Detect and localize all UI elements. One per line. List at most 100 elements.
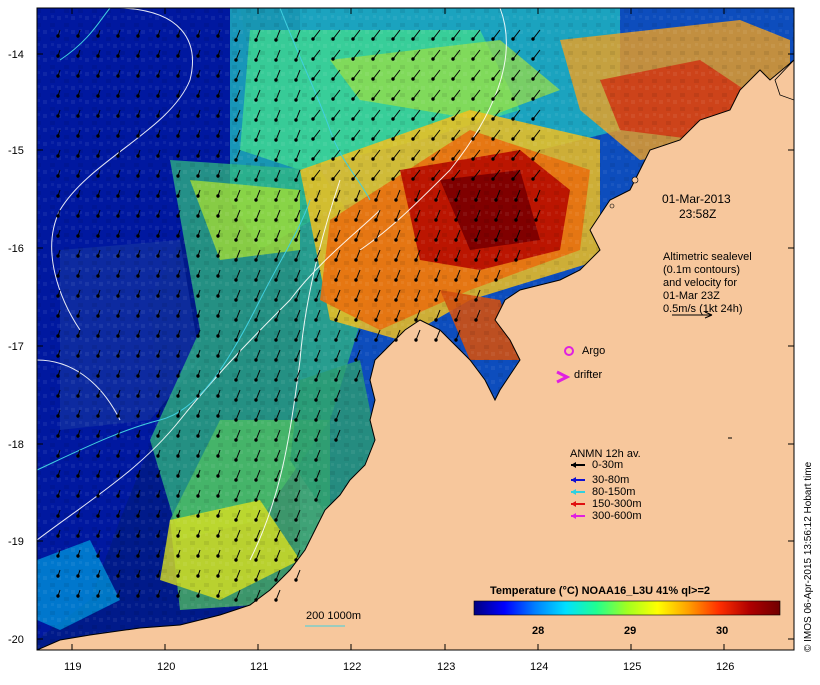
velocity-arrow [275,249,281,261]
velocity-arrow-head [314,218,318,222]
velocity-arrow-head [531,137,535,141]
velocity-arrow-head [56,254,60,258]
velocity-arrow-head [274,418,278,422]
velocity-arrow [512,149,521,160]
velocity-arrow-head [434,258,438,262]
x-tick-label: 124 [530,661,549,673]
velocity-arrow [492,29,501,40]
velocity-arrow-head [431,137,435,141]
velocity-arrow-head [96,194,100,198]
velocity-arrow-head [294,38,298,42]
velocity-arrow-head [216,94,220,98]
velocity-arrow [452,89,461,100]
velocity-arrow-head [116,94,120,98]
velocity-arrow-head [411,97,415,101]
velocity-arrow-head [116,34,120,38]
velocity-arrow [492,129,501,140]
velocity-arrow-head [216,114,220,118]
velocity-arrow-head [294,78,298,82]
velocity-arrow-head [176,294,180,298]
velocity-arrow-head [431,77,435,81]
velocity-arrow-head [394,258,398,262]
velocity-arrow-head [96,394,100,398]
velocity-arrow [495,229,501,241]
velocity-arrow [475,269,481,281]
velocity-arrow-head [311,77,315,81]
velocity-arrow-head [451,117,455,121]
velocity-arrow-head [254,238,258,242]
velocity-arrow-head [294,498,298,502]
velocity-arrow-head [454,238,458,242]
velocity-arrow-head [294,298,298,302]
velocity-arrow [275,369,281,381]
velocity-arrow-head [96,474,100,478]
velocity-arrow-head [116,534,120,538]
velocity-arrow [412,89,421,100]
velocity-arrow [255,409,261,421]
velocity-arrow [255,269,261,281]
velocity-arrow [235,209,241,221]
velocity-arrow [275,469,281,481]
anmn-legend-item: 300-600m [592,510,642,522]
velocity-arrow-head [234,198,238,202]
velocity-arrow [452,69,461,80]
velocity-arrow-head [234,438,238,442]
velocity-arrow [235,129,241,141]
velocity-arrow [455,309,461,321]
velocity-arrow-head [116,414,120,418]
velocity-arrow-head [254,358,258,362]
velocity-arrow-head [314,478,318,482]
velocity-arrow-head [136,54,140,58]
velocity-arrow-head [176,334,180,338]
velocity-arrow-head [274,138,278,142]
velocity-arrow-head [216,134,220,138]
velocity-arrow [435,269,441,281]
velocity-arrow [295,489,301,501]
velocity-arrow-head [156,234,160,238]
velocity-arrow-head [136,34,140,38]
velocity-arrow-head [196,534,200,538]
velocity-arrow [295,329,301,341]
velocity-arrow [412,109,421,120]
velocity-arrow-head [371,117,375,121]
velocity-arrow [295,449,301,461]
velocity-arrow [395,209,401,221]
velocity-arrow-head [156,154,160,158]
y-tick-label: -14 [8,49,24,61]
velocity-arrow-head [294,218,298,222]
velocity-arrow [275,289,281,301]
velocity-arrow-head [76,34,80,38]
velocity-arrow-head [294,118,298,122]
velocity-arrow-head [156,34,160,38]
y-tick-label: -17 [8,341,24,353]
velocity-arrow-head [196,354,200,358]
velocity-arrow [295,289,301,301]
velocity-arrow-head [274,118,278,122]
velocity-arrow-head [216,174,220,178]
velocity-arrow [475,309,481,321]
temperature-colorbar [473,600,781,616]
velocity-arrow [235,249,241,261]
velocity-arrow [275,509,281,521]
velocity-arrow-head [216,254,220,258]
velocity-arrow-head [76,154,80,158]
velocity-arrow-head [176,454,180,458]
x-tick-label: 123 [437,661,456,673]
velocity-arrow-head [511,77,515,81]
velocity-arrow [412,129,421,140]
velocity-arrow-head [414,198,418,202]
velocity-arrow-head [216,374,220,378]
y-tick-label: -16 [8,243,24,255]
x-tick-label: 120 [157,661,176,673]
velocity-arrow-head [176,34,180,38]
velocity-arrow-head [76,534,80,538]
velocity-arrow [415,289,421,301]
velocity-arrow [392,89,401,100]
velocity-arrow [235,489,241,501]
velocity-arrow [452,149,461,160]
velocity-arrow-head [234,238,238,242]
velocity-arrow-head [531,157,535,161]
velocity-arrow [435,329,441,341]
velocity-arrow-head [374,278,378,282]
velocity-arrow-head [116,134,120,138]
